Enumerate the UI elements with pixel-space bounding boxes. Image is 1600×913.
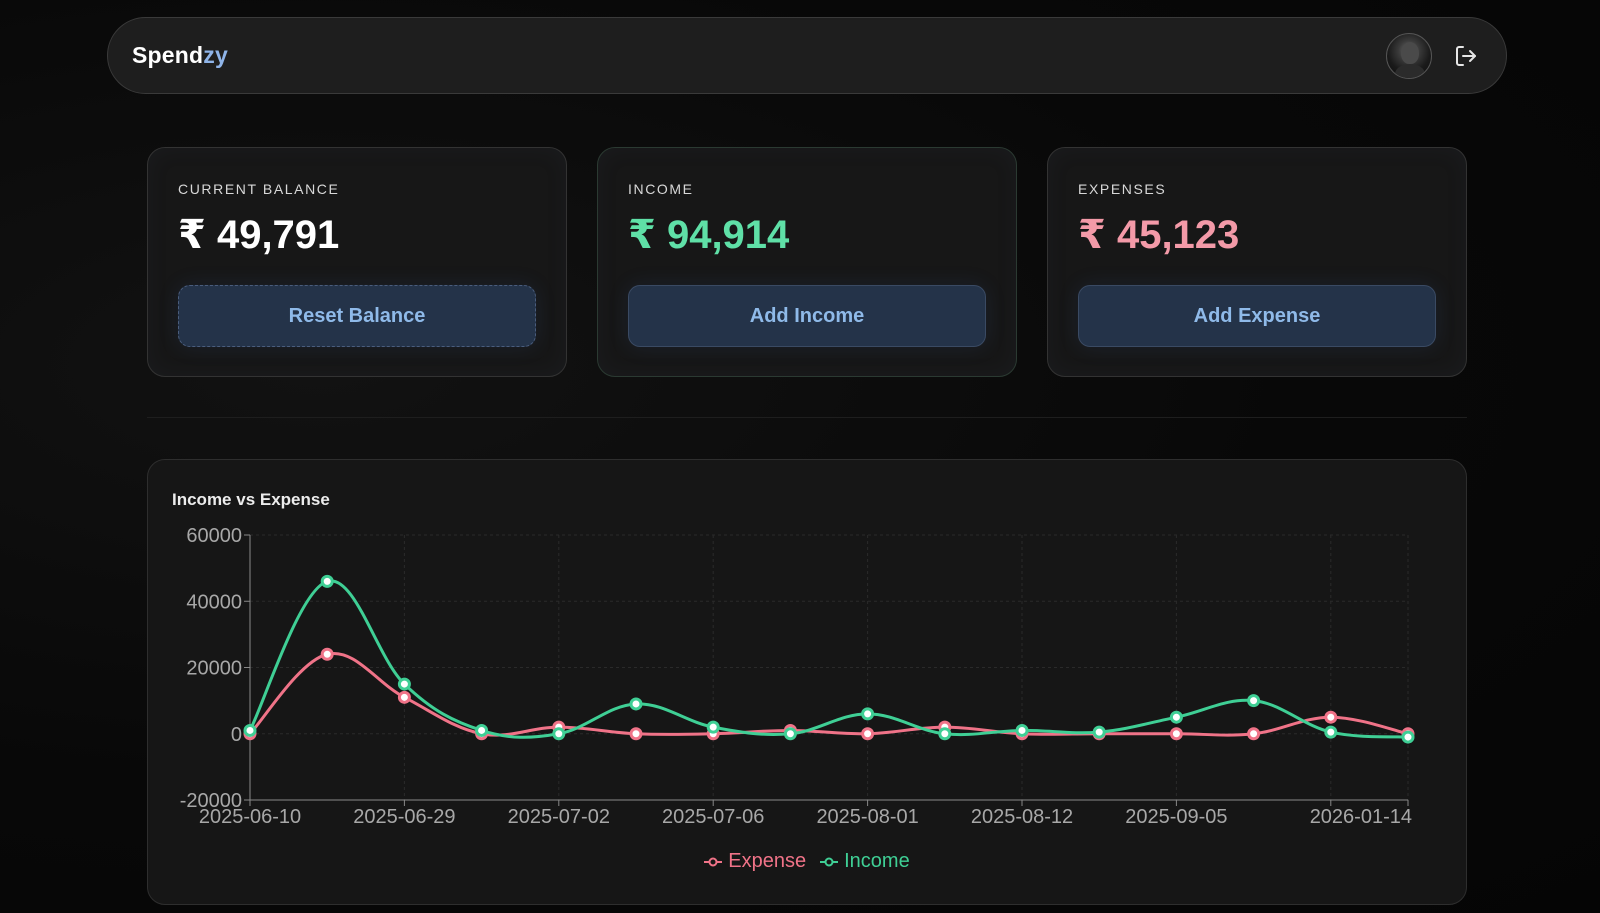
expense-point: [320, 647, 334, 661]
summary-cards: CURRENT BALANCE ₹ 49,791 Reset Balance I…: [147, 147, 1467, 377]
income-line: [248, 579, 1409, 739]
income-point: [783, 727, 797, 741]
y-tick-label: 60000: [186, 525, 242, 547]
add-income-button[interactable]: Add Income: [628, 285, 986, 347]
x-tick-label: 2025-08-01: [816, 806, 918, 828]
expense-point: [1247, 727, 1261, 741]
income-point: [706, 720, 720, 734]
chart-title: Income vs Expense: [172, 490, 330, 509]
expense-card: EXPENSES ₹ 45,123 Add Expense: [1047, 147, 1467, 377]
brand-main: Spend: [132, 42, 204, 68]
x-tick-label: 2025-06-29: [353, 806, 455, 828]
logout-icon: [1456, 45, 1476, 66]
brand-logo[interactable]: Spendzy: [132, 42, 228, 69]
balance-card: CURRENT BALANCE ₹ 49,791 Reset Balance: [147, 147, 567, 377]
reset-balance-button[interactable]: Reset Balance: [178, 285, 536, 347]
income-value: ₹ 94,914: [628, 213, 790, 257]
y-tick-label: 0: [231, 724, 242, 746]
x-tick-label: 2025-06-10: [199, 806, 301, 828]
brand-accent: zy: [203, 42, 228, 68]
chart-card: Income vs Expense 60000 40000 20000 0 -20000…: [147, 459, 1467, 905]
x-tick-label: 2025-07-06: [662, 806, 764, 828]
income-point: [1401, 730, 1415, 744]
y-tick-label: -20000: [180, 790, 242, 812]
income-point: [475, 723, 489, 737]
chart-legend: Expense Income: [148, 850, 1466, 873]
expense-point: [1324, 710, 1338, 724]
income-point: [1169, 710, 1183, 724]
income-point: [320, 574, 334, 588]
income-point: [1324, 725, 1338, 739]
expense-value: ₹ 45,123: [1078, 213, 1240, 257]
income-point: [629, 697, 643, 711]
x-tick-label: 2025-07-02: [508, 806, 610, 828]
expense-line: [248, 651, 1409, 737]
x-tick-label: 2025-08-12: [971, 806, 1073, 828]
expense-point: [397, 690, 411, 704]
y-tick-label: 20000: [186, 658, 242, 680]
add-expense-button[interactable]: Add Expense: [1078, 285, 1436, 347]
income-label: INCOME: [628, 181, 694, 197]
y-tick-label: 40000: [186, 591, 242, 613]
top-navbar: Spendzy: [107, 17, 1507, 94]
nav-actions: [1386, 32, 1480, 79]
income-point: [243, 723, 257, 737]
expense-label: EXPENSES: [1078, 181, 1167, 197]
legend-expense-label: Expense: [728, 850, 807, 872]
income-point: [861, 707, 875, 721]
legend-expense[interactable]: Expense: [704, 850, 806, 873]
expense-point: [629, 727, 643, 741]
legend-expense-icon: [704, 857, 723, 866]
income-point: [552, 727, 566, 741]
income-card: INCOME ₹ 94,914 Add Income: [597, 147, 1017, 377]
user-avatar[interactable]: [1386, 32, 1432, 79]
income-point: [938, 727, 952, 741]
expense-point: [1169, 727, 1183, 741]
balance-value: ₹ 49,791: [178, 213, 340, 257]
x-tick-label: 2025-09-05: [1125, 806, 1227, 828]
legend-income-label: Income: [844, 850, 910, 872]
income-point: [397, 677, 411, 691]
legend-income-icon: [820, 857, 839, 866]
logout-button[interactable]: [1452, 42, 1480, 70]
legend-income[interactable]: Income: [820, 850, 910, 873]
income-point: [1092, 725, 1106, 739]
balance-label: CURRENT BALANCE: [178, 181, 340, 197]
income-point: [1015, 723, 1029, 737]
x-tick-label: 2026-01-14: [1310, 806, 1412, 828]
section-divider: [147, 417, 1467, 418]
income-point: [1247, 694, 1261, 708]
expense-point: [861, 727, 875, 741]
